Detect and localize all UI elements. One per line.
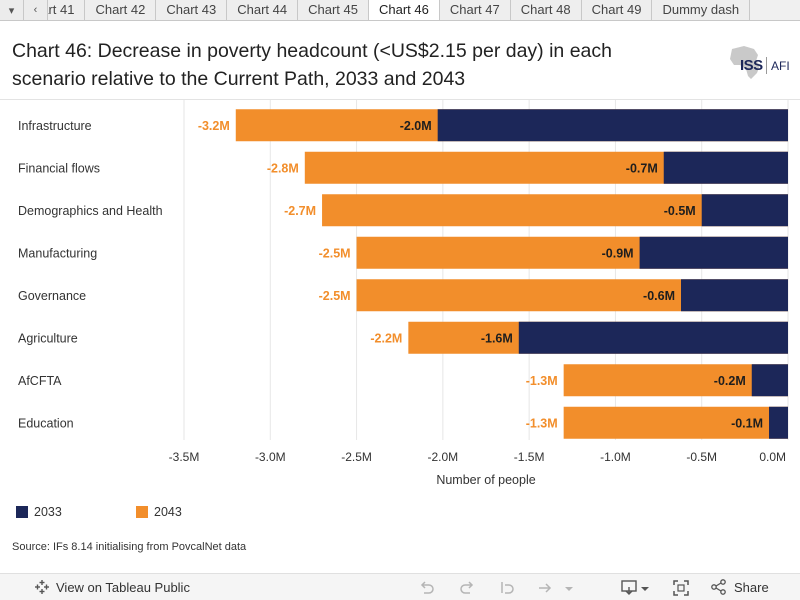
chart-legend: 2033 2043 bbox=[16, 505, 256, 519]
category-label: AfCFTA bbox=[18, 374, 62, 388]
logo-text: ISS bbox=[740, 57, 763, 74]
legend-label: 2043 bbox=[154, 505, 182, 519]
view-on-tableau-button[interactable]: View on Tableau Public bbox=[34, 579, 190, 595]
tab-chart-45[interactable]: Chart 45 bbox=[298, 0, 369, 20]
page-title: Chart 46: Decrease in poverty headcount … bbox=[12, 37, 702, 93]
legend-item-2033[interactable]: 2033 bbox=[16, 505, 136, 519]
bottom-toolbar: View on Tableau Public Share bbox=[0, 573, 800, 600]
tab-dummy-dash[interactable]: Dummy dash bbox=[652, 0, 751, 20]
legend-label: 2033 bbox=[34, 505, 62, 519]
bar-2033[interactable] bbox=[518, 321, 788, 354]
x-tick-label: -3.0M bbox=[255, 450, 286, 464]
bar-2033[interactable] bbox=[437, 109, 788, 142]
share-icon bbox=[711, 579, 726, 595]
tab-hart-41[interactable]: hart 41 bbox=[48, 0, 86, 20]
data-label-2043: -1.3M bbox=[526, 374, 558, 388]
data-label-2043: -1.3M bbox=[526, 416, 558, 430]
data-label-2043: -3.2M bbox=[198, 119, 230, 133]
tab-chart-48[interactable]: Chart 48 bbox=[510, 0, 582, 20]
x-tick-label: -3.5M bbox=[169, 450, 200, 464]
bar-2033[interactable] bbox=[701, 194, 788, 227]
x-axis-title: Number of people bbox=[436, 473, 535, 487]
title-line-2: scenario relative to the Current Path, 2… bbox=[12, 68, 466, 90]
tab-chart-42[interactable]: Chart 42 bbox=[85, 0, 157, 20]
category-label: Demographics and Health bbox=[18, 204, 163, 218]
data-label-2033: -0.6M bbox=[643, 289, 675, 303]
category-label: Infrastructure bbox=[18, 119, 92, 133]
chart-bars bbox=[235, 109, 788, 439]
logo-separator bbox=[766, 57, 767, 74]
data-label-2033: -0.2M bbox=[714, 374, 746, 388]
bar-2043[interactable] bbox=[563, 406, 788, 439]
tableau-logo-icon bbox=[35, 580, 49, 594]
tab-chart-44[interactable]: Chart 44 bbox=[227, 0, 299, 20]
title-line-1: Chart 46: Decrease in poverty headcount … bbox=[12, 40, 612, 62]
source-note: Source: IFs 8.14 initialising from Povca… bbox=[12, 541, 247, 553]
data-label-2033: -0.1M bbox=[731, 416, 763, 430]
tab-chart-46[interactable]: Chart 46 bbox=[368, 0, 440, 20]
logo-suffix: AFI bbox=[771, 59, 790, 73]
data-label-2043: -2.8M bbox=[267, 161, 299, 175]
data-label-2043: -2.5M bbox=[319, 289, 351, 303]
x-tick-label: -2.0M bbox=[428, 450, 459, 464]
share-label: Share bbox=[734, 579, 769, 595]
tab-menu-chevron-icon[interactable]: ▾ bbox=[0, 0, 24, 20]
revert-icon[interactable] bbox=[498, 579, 516, 597]
category-label: Manufacturing bbox=[18, 246, 97, 260]
x-tick-label: -1.0M bbox=[600, 450, 631, 464]
refresh-icon[interactable] bbox=[536, 579, 554, 597]
download-icon[interactable] bbox=[620, 579, 638, 597]
redo-icon[interactable] bbox=[458, 579, 476, 597]
data-label-2033: -1.6M bbox=[481, 331, 513, 345]
x-tick-label: 0.0M bbox=[759, 450, 786, 464]
tab-chart-47[interactable]: Chart 47 bbox=[439, 0, 511, 20]
tab-chart-43[interactable]: Chart 43 bbox=[156, 0, 228, 20]
data-label-2033: -0.5M bbox=[664, 204, 696, 218]
bar-2033[interactable] bbox=[639, 236, 788, 269]
x-tick-label: -0.5M bbox=[686, 450, 717, 464]
data-label-2033: -0.7M bbox=[626, 161, 658, 175]
data-label-2043: -2.7M bbox=[284, 204, 316, 218]
x-tick-label: -2.5M bbox=[341, 450, 372, 464]
header-divider bbox=[0, 99, 800, 100]
category-label: Governance bbox=[18, 289, 86, 303]
download-dropdown-chevron-icon[interactable] bbox=[639, 579, 651, 597]
legend-swatch bbox=[136, 506, 148, 518]
category-label: Agriculture bbox=[18, 331, 78, 345]
data-label-2033: -0.9M bbox=[602, 246, 634, 260]
bar-2033[interactable] bbox=[681, 279, 788, 312]
tab-scroll-left-icon[interactable]: ‹ bbox=[24, 0, 48, 20]
undo-icon[interactable] bbox=[418, 579, 436, 597]
data-label-2043: -2.2M bbox=[370, 331, 402, 345]
bar-2043[interactable] bbox=[563, 364, 788, 397]
bar-chart: -3.5M -3.0M -2.5M -2.0M -1.5M -1.0M -0.5M 0.0M … bbox=[18, 100, 789, 487]
category-label: Education bbox=[18, 416, 74, 430]
refresh-dropdown-chevron-icon[interactable] bbox=[562, 579, 576, 597]
bar-2033[interactable] bbox=[769, 406, 788, 439]
legend-item-2043[interactable]: 2043 bbox=[136, 505, 256, 519]
chart-labels: Infrastructure -3.2M -2.0M Financial flows -… bbox=[18, 119, 763, 431]
bar-2033[interactable] bbox=[663, 151, 788, 184]
data-label-2033: -2.0M bbox=[400, 119, 432, 133]
africa-map-logo-icon bbox=[730, 46, 760, 79]
legend-swatch bbox=[16, 506, 28, 518]
category-label: Financial flows bbox=[18, 161, 100, 175]
x-tick-label: -1.5M bbox=[514, 450, 545, 464]
bar-2033[interactable] bbox=[751, 364, 788, 397]
fullscreen-icon[interactable] bbox=[672, 579, 690, 597]
data-label-2043: -2.5M bbox=[319, 246, 351, 260]
view-on-tableau-label: View on Tableau Public bbox=[56, 579, 190, 595]
tab-chart-49[interactable]: Chart 49 bbox=[581, 0, 653, 20]
share-button[interactable]: Share bbox=[710, 579, 769, 595]
